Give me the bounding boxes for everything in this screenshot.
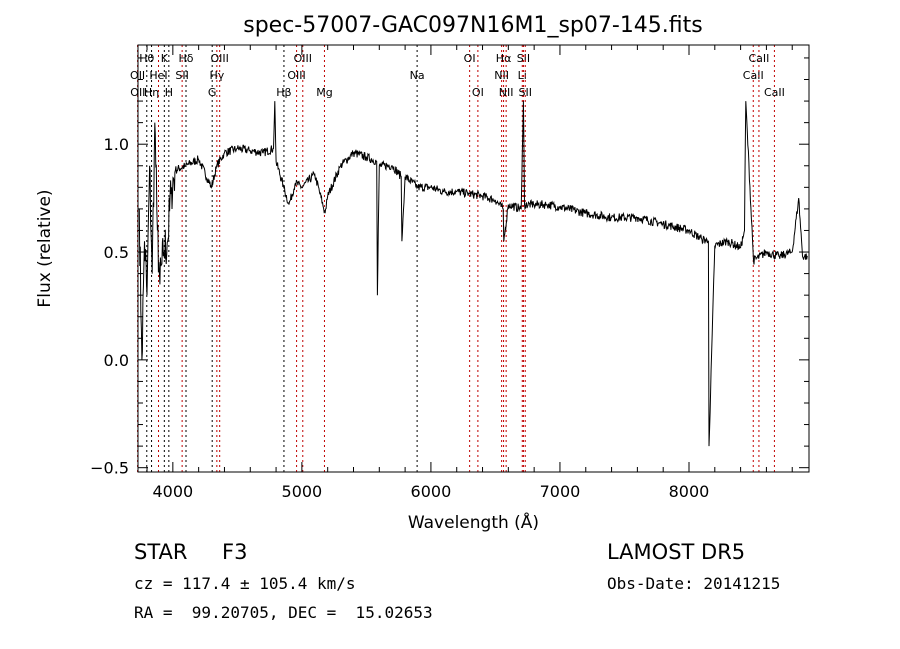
spectral-line-label: CaII xyxy=(743,69,764,82)
spectral-line-label: Hδ xyxy=(178,52,193,65)
spectral-line-label: Mg xyxy=(316,86,332,99)
spectral-line-label: OIII xyxy=(210,52,228,65)
spectral-line-label: Li xyxy=(518,69,527,82)
spectral-line-label: SII xyxy=(517,52,530,65)
spectral-line-label: Hγ xyxy=(209,69,224,82)
x-tick-label: 6000 xyxy=(411,482,452,501)
x-axis-label: Wavelength (Å) xyxy=(408,511,539,533)
spectral-line-label: H xyxy=(165,86,173,99)
spectral-line-label: K xyxy=(161,52,169,65)
spectrum-line xyxy=(138,101,808,447)
spectral-line-label: NII xyxy=(499,86,514,99)
y-tick-label: 0.5 xyxy=(104,243,129,262)
spectral-line-label: CaII xyxy=(764,86,785,99)
y-axis-label: Flux (relative) xyxy=(35,189,55,307)
x-tick-label: 4000 xyxy=(152,482,193,501)
x-tick-label: 5000 xyxy=(282,482,323,501)
spectral-line-label: Hβ xyxy=(276,86,291,99)
y-tick-label: 0.0 xyxy=(104,351,129,370)
x-tick-label: 7000 xyxy=(540,482,581,501)
y-tick-label: 1.0 xyxy=(104,135,129,154)
object-class: STAR xyxy=(134,540,188,564)
survey-label: LAMOST DR5 xyxy=(607,540,746,564)
spectral-line-label: SII xyxy=(519,86,532,99)
spectral-line-label: SII xyxy=(175,69,188,82)
coordinates: RA = 99.20705, DEC = 15.02653 xyxy=(134,603,433,622)
spectral-line-label: HeI xyxy=(149,69,167,82)
spectral-line-label: OI xyxy=(464,52,476,65)
plot-frame xyxy=(137,44,810,473)
y-tick-label: −0.5 xyxy=(90,459,129,478)
spectral-line-label: OIII xyxy=(287,69,305,82)
spectral-line-label: CaII xyxy=(748,52,769,65)
object-subclass: F3 xyxy=(222,540,248,564)
redshift-velocity: cz = 117.4 ± 105.4 km/s xyxy=(134,574,356,593)
spectral-line-label: NII xyxy=(494,69,509,82)
spectral-line-label: Hα xyxy=(496,52,512,65)
observation-date: Obs-Date: 20141215 xyxy=(607,574,781,593)
spectral-line-label: Na xyxy=(410,69,425,82)
chart-title: spec-57007-GAC097N16M1_sp07-145.fits xyxy=(243,13,703,38)
spectral-line-label: OI xyxy=(472,86,484,99)
spectral-line-label: G xyxy=(208,86,217,99)
spectral-line-label: Hθ xyxy=(139,52,154,65)
spectral-line-label: Hη xyxy=(144,86,159,99)
spectral-line-label: OIII xyxy=(294,52,312,65)
x-tick-label: 8000 xyxy=(669,482,710,501)
